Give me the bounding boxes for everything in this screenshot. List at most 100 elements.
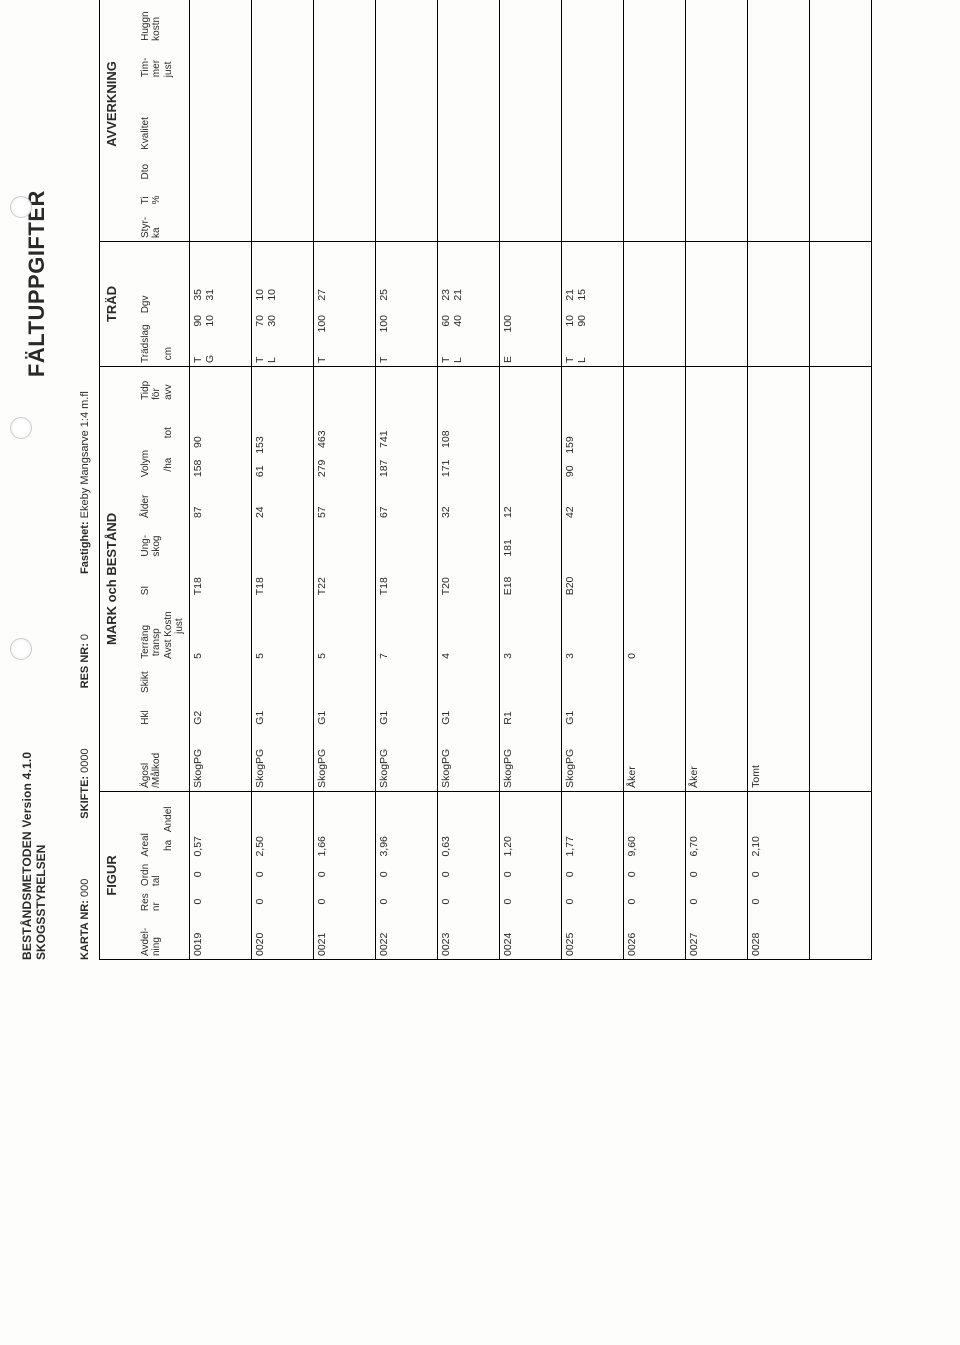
cell	[252, 0, 314, 3]
cell: G1	[438, 696, 500, 728]
cell	[252, 366, 314, 402]
cell	[500, 366, 562, 402]
cell: 0,63	[438, 791, 500, 859]
cell: 0021	[314, 914, 376, 959]
cell-species	[686, 242, 748, 367]
cell-species: T9035G1031	[190, 242, 252, 367]
lbl-tradslag: Trädslag	[140, 324, 151, 363]
cell	[190, 44, 252, 80]
cell-volym: 279 463	[314, 403, 376, 480]
cell	[748, 366, 810, 402]
cell	[748, 0, 810, 3]
cell	[562, 207, 624, 241]
cell: 0	[438, 860, 500, 890]
cell: 42	[562, 480, 624, 521]
cell: 6,70	[686, 791, 748, 859]
cell: SkogPG	[252, 728, 314, 792]
cell	[748, 662, 810, 696]
table-row: 0025001,77SkogPGG13B204290 159T1021L9015	[562, 0, 624, 960]
col-ti: Ti %	[138, 182, 190, 207]
cell	[500, 662, 562, 696]
cell	[376, 44, 438, 80]
cell	[376, 207, 438, 241]
cell: 5	[314, 598, 376, 662]
table-row: 0019000,57SkogPGG25T1887158 90T9035G1031	[190, 0, 252, 960]
cell	[810, 3, 872, 44]
cell	[190, 366, 252, 402]
res-label: RES NR:	[79, 643, 91, 688]
karta-label: KARTA NR:	[79, 900, 91, 960]
cell: 0024	[500, 914, 562, 959]
cell	[562, 3, 624, 44]
cell	[314, 153, 376, 183]
cell	[748, 153, 810, 183]
cell	[438, 182, 500, 207]
cell	[190, 662, 252, 696]
cell: 0020	[252, 914, 314, 959]
cell	[252, 521, 314, 560]
cell-volym: 90 159	[562, 403, 624, 480]
col-ungskog: Ung- skog	[138, 521, 190, 560]
cell: 0	[748, 889, 810, 914]
cell: G1	[562, 696, 624, 728]
table-body: 0019000,57SkogPGG25T1887158 90T9035G1031…	[190, 0, 872, 960]
cell: G2	[190, 696, 252, 728]
table-row: 0027006,70Åker	[686, 0, 748, 960]
cell: 0	[500, 889, 562, 914]
cell: 12	[500, 480, 562, 521]
cell	[190, 80, 252, 153]
cell-species: E100	[500, 242, 562, 367]
cell: 0022	[376, 914, 438, 959]
cell	[314, 521, 376, 560]
cell	[810, 153, 872, 183]
cell	[562, 662, 624, 696]
cell: 0026	[624, 914, 686, 959]
cell	[810, 0, 872, 3]
cell: T18	[376, 560, 438, 599]
hole	[10, 196, 32, 218]
col-ordn: Ordn tal	[138, 860, 190, 890]
page-root: BESTÅNDSMETODEN Version 4.1.0 SKOGSSTYRE…	[20, 0, 940, 960]
cell: 0	[562, 889, 624, 914]
cell	[810, 80, 872, 153]
col-terrang: Terräng transp Avst Kostn just	[138, 598, 190, 662]
cell	[748, 696, 810, 728]
cell-volym: 61 153	[252, 403, 314, 480]
header-line2: SKOGSSTYRELSEN	[34, 752, 48, 960]
cell: 0023	[438, 914, 500, 959]
cell	[438, 80, 500, 153]
cell	[252, 662, 314, 696]
cell	[376, 153, 438, 183]
cell: 67	[376, 480, 438, 521]
cell	[686, 366, 748, 402]
cell	[562, 44, 624, 80]
cell	[376, 0, 438, 3]
col-volym: Volym /ha tot	[138, 403, 190, 480]
cell: 7	[376, 598, 438, 662]
cell	[438, 44, 500, 80]
cell: SkogPG	[438, 728, 500, 792]
cell	[500, 207, 562, 241]
col-tradslag-dgv: Trädslag Dgv cm	[138, 242, 190, 367]
cell	[314, 44, 376, 80]
cell	[686, 44, 748, 80]
punch-holes	[10, 0, 32, 960]
cell	[748, 3, 810, 44]
cell: R1	[500, 696, 562, 728]
cell	[252, 153, 314, 183]
cell	[810, 560, 872, 599]
cell: 32	[438, 480, 500, 521]
cell	[810, 366, 872, 402]
table-row	[810, 0, 872, 960]
cell	[686, 696, 748, 728]
cell: 3,96	[376, 791, 438, 859]
cell-species	[624, 242, 686, 367]
col-alder: Ålder	[138, 480, 190, 521]
skifte-label: SKIFTE:	[79, 776, 91, 819]
cell	[810, 44, 872, 80]
cell	[562, 0, 624, 3]
cell	[314, 3, 376, 44]
cell: G1	[314, 696, 376, 728]
cell	[748, 598, 810, 662]
cell-volym	[810, 403, 872, 480]
